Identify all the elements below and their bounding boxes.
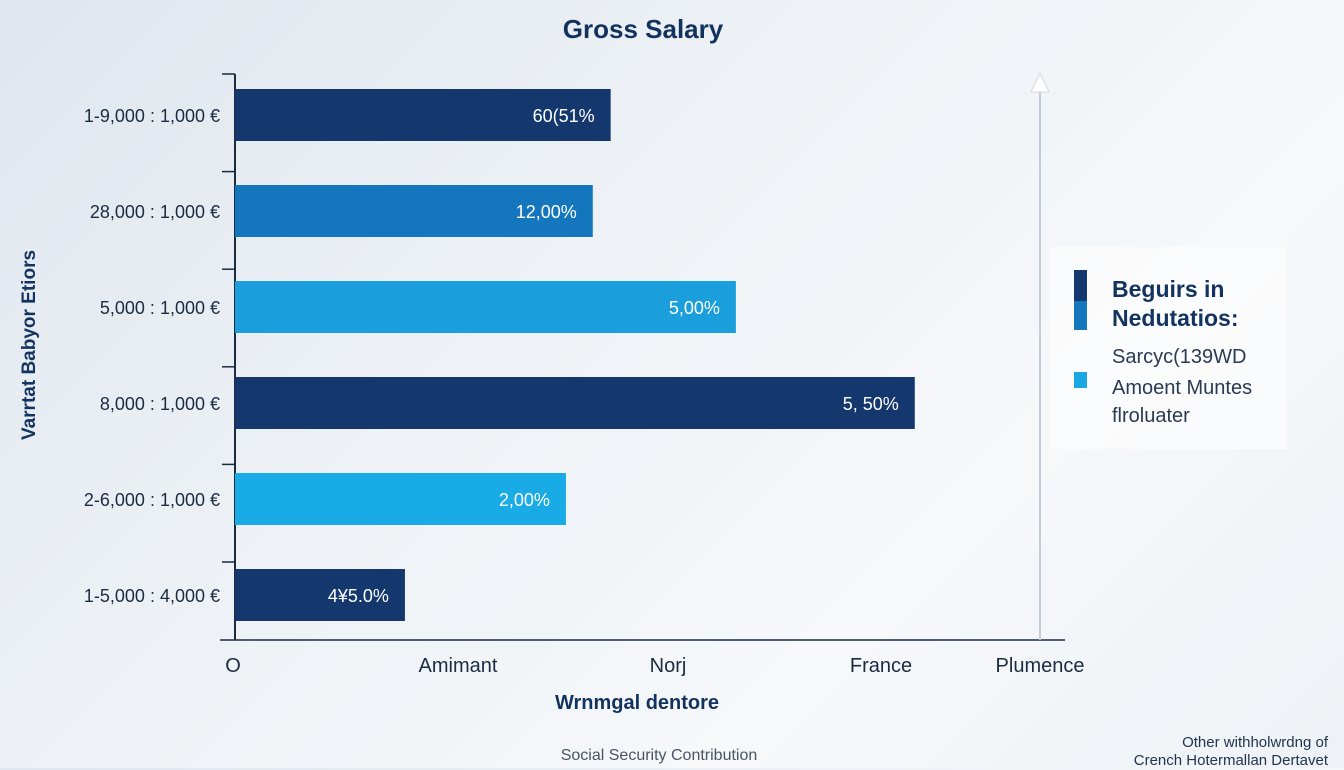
footer-note-line-1: Other withholwrdng of [1182,734,1328,751]
y-tick-label: 1-5,000 : 4,000 € [84,586,220,606]
legend-item-1: Sarcyc(139WD [1112,346,1247,368]
y-tick-label: 8,000 : 1,000 € [100,394,220,414]
bar-data-label: 5,00% [669,298,720,318]
bar-data-label: 2,00% [499,490,550,510]
x-tick-label: Amimant [419,655,498,677]
bar-data-label: 4¥5.0% [328,586,389,606]
legend-swatch-light [1074,372,1087,388]
footer-caption: Social Security Contribution [560,747,758,764]
y-tick-label: 2-6,000 : 1,000 € [84,490,220,510]
bar [235,569,405,621]
x-tick-label: Plumence [996,655,1085,677]
bar [235,185,593,237]
bar-data-label: 12,00% [516,202,577,222]
bar [235,377,915,429]
legend-heading: Beguirs in Nedutatios: [1112,275,1239,333]
footer-note-line-2: Crench Hotermallan Dertavet [1133,752,1328,769]
legend-swatch-mid [1074,301,1087,330]
x-axis-label: Wrnmgal dentore [554,692,720,714]
y-tick-label: 28,000 : 1,000 € [90,202,220,222]
y-axis-label: Varrtat Babyor Etiors [19,249,40,441]
y-tick-label: 1-9,000 : 1,000 € [84,106,220,126]
bar-data-label: 5, 50% [843,394,899,414]
legend-item-3: flroluater [1112,405,1190,427]
bar [235,281,736,333]
x-tick-label: Norj [650,655,687,677]
legend-heading-line-1: Beguirs in [1112,276,1225,302]
x-tick-label: O [225,655,241,677]
bar-data-label: 60(51% [533,106,595,126]
bar [235,473,566,525]
footer-note: Other withholwrdng of Crench Hotermallan… [1134,734,1328,770]
right-axis-arrow-icon [1030,71,1050,93]
bar [235,89,611,141]
x-tick-label: France [850,655,912,677]
legend-item-2: Amoent Muntes [1112,377,1253,399]
y-tick-label: 5,000 : 1,000 € [100,298,220,318]
legend-heading-line-2: Nedutatios: [1112,305,1239,331]
legend: Beguirs in Nedutatios: Sarcyc(139WD Amoe… [1050,247,1287,449]
legend-swatch-dark [1074,270,1087,301]
chart-title: Gross Salary [562,14,724,44]
